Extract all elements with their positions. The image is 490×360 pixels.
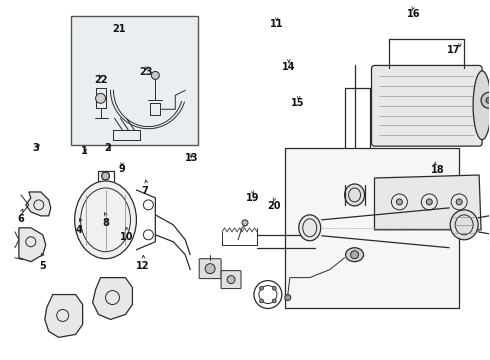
Circle shape	[272, 286, 276, 290]
Text: 23: 23	[140, 67, 153, 77]
Bar	[285, 148, 459, 307]
Text: 2: 2	[104, 143, 111, 153]
Text: 19: 19	[245, 193, 259, 203]
Polygon shape	[93, 278, 132, 319]
Text: 13: 13	[185, 153, 198, 163]
Circle shape	[96, 93, 105, 103]
Ellipse shape	[74, 181, 136, 259]
Text: 16: 16	[407, 9, 420, 19]
Circle shape	[396, 199, 402, 205]
FancyBboxPatch shape	[199, 259, 221, 279]
Circle shape	[481, 92, 490, 108]
Polygon shape	[26, 192, 51, 216]
Ellipse shape	[299, 215, 321, 241]
FancyBboxPatch shape	[371, 66, 482, 146]
Text: 8: 8	[102, 218, 109, 228]
Circle shape	[151, 71, 159, 80]
Circle shape	[260, 286, 264, 290]
Circle shape	[426, 199, 432, 205]
Circle shape	[350, 251, 359, 259]
Circle shape	[486, 97, 490, 103]
Text: 20: 20	[268, 201, 281, 211]
Text: 15: 15	[291, 98, 304, 108]
Text: 17: 17	[447, 45, 461, 55]
Ellipse shape	[473, 71, 490, 140]
Circle shape	[227, 276, 235, 284]
Polygon shape	[374, 175, 481, 230]
Text: 22: 22	[94, 75, 108, 85]
Ellipse shape	[450, 210, 478, 240]
Text: 12: 12	[136, 261, 149, 271]
Text: 3: 3	[33, 143, 40, 153]
Text: 6: 6	[17, 215, 24, 224]
Bar	[71, 15, 198, 145]
Text: 18: 18	[431, 165, 444, 175]
Ellipse shape	[345, 248, 364, 262]
Circle shape	[260, 299, 264, 303]
Text: 9: 9	[119, 164, 125, 174]
Circle shape	[272, 299, 276, 303]
Polygon shape	[19, 228, 46, 262]
Text: 5: 5	[39, 261, 46, 271]
Circle shape	[285, 294, 291, 301]
Text: 7: 7	[142, 186, 148, 196]
Circle shape	[205, 264, 215, 274]
Circle shape	[456, 199, 462, 205]
Text: 21: 21	[112, 24, 126, 34]
FancyBboxPatch shape	[221, 271, 241, 289]
Text: 14: 14	[282, 62, 295, 72]
Text: 11: 11	[270, 19, 284, 29]
Text: 10: 10	[120, 232, 134, 242]
Text: 1: 1	[80, 145, 87, 156]
Circle shape	[242, 220, 248, 226]
Polygon shape	[45, 294, 83, 337]
Text: 4: 4	[75, 225, 82, 235]
Circle shape	[101, 172, 110, 180]
Ellipse shape	[344, 184, 365, 206]
